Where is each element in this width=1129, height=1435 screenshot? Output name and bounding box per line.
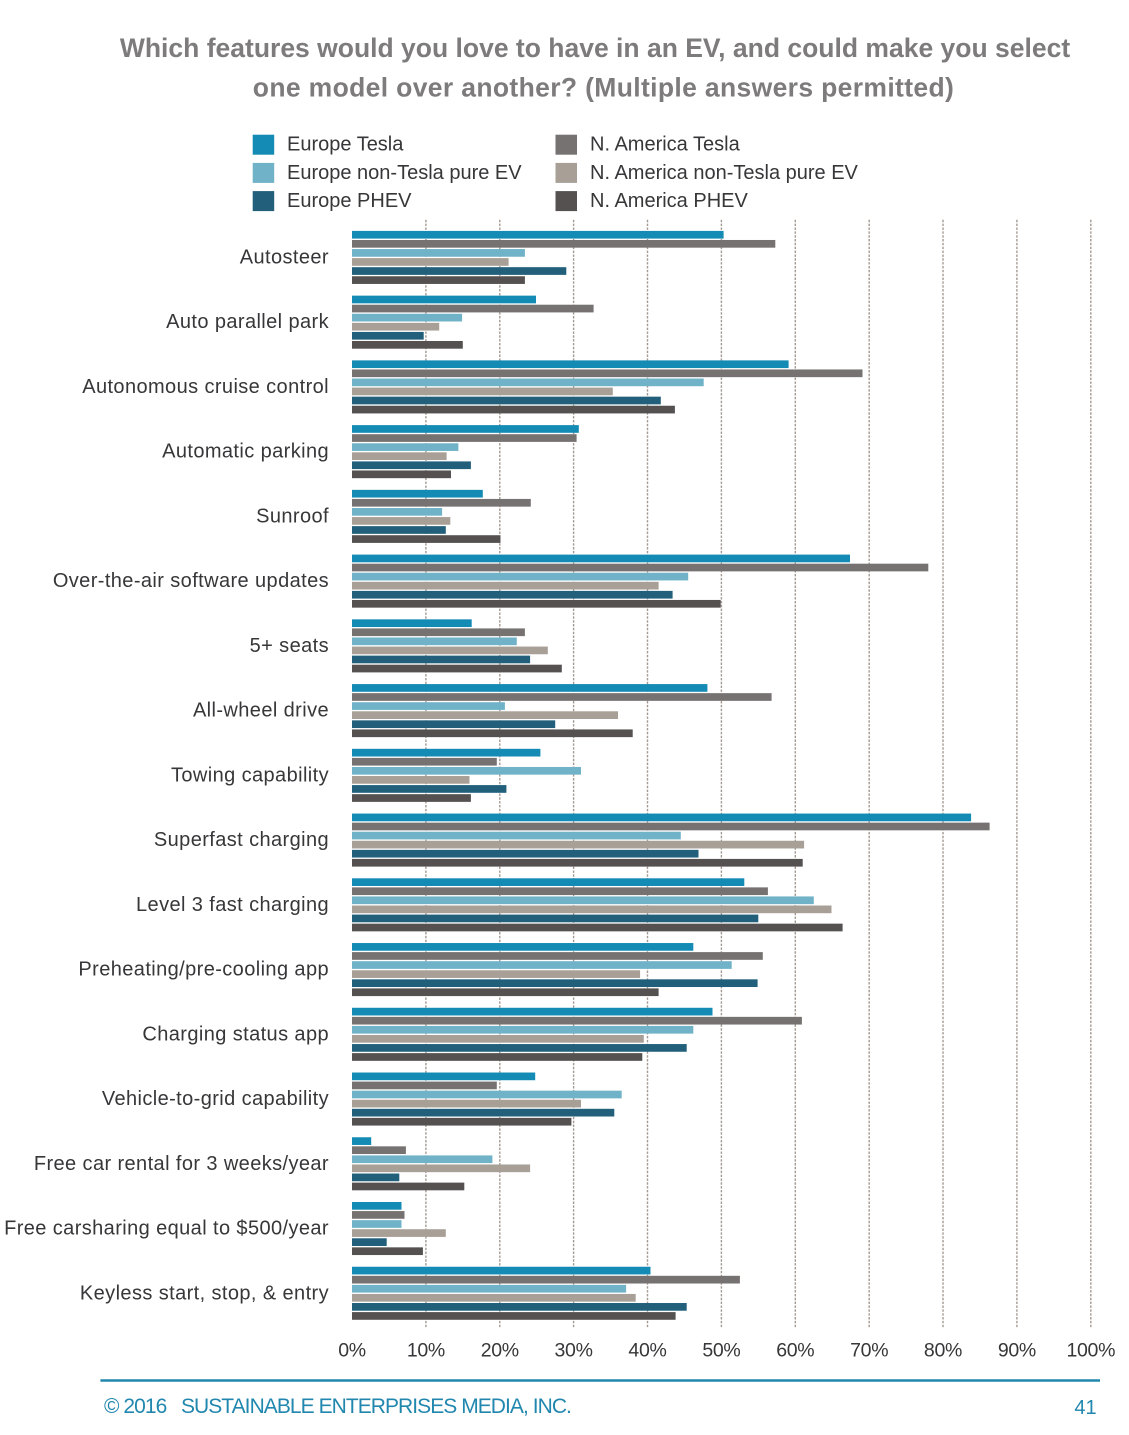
svg-text:All-wheel drive: All-wheel drive [193,700,329,722]
svg-text:Europe PHEV: Europe PHEV [287,190,412,212]
svg-text:© 2016 SUSTAINABLE ENTERPRIS: © 2016 SUSTAINABLE ENTERPRISES MEDIA, IN… [104,1395,571,1418]
svg-text:Europe non-Tesla pure EV: Europe non-Tesla pure EV [287,162,522,184]
svg-text:N. America non-Tesla pure EV: N. America non-Tesla pure EV [590,162,859,184]
svg-text:Over-the-air software updates: Over-the-air software updates [53,570,329,592]
svg-text:Auto parallel park: Auto parallel park [166,311,329,333]
svg-text:Sunroof: Sunroof [256,505,329,527]
svg-text:80%: 80% [924,1340,962,1362]
svg-text:Charging status app: Charging status app [142,1023,329,1045]
svg-text:Europe Tesla: Europe Tesla [287,134,404,156]
svg-text:5+ seats: 5+ seats [250,635,329,657]
svg-text:one model over another? (Multi: one model over another? (Multiple answer… [253,73,954,103]
svg-text:41: 41 [1074,1397,1096,1419]
svg-text:Autosteer: Autosteer [240,246,329,268]
svg-text:60%: 60% [776,1340,814,1362]
svg-text:Free carsharing equal to $500/: Free carsharing equal to $500/year [4,1218,329,1240]
svg-text:Preheating/pre-cooling app: Preheating/pre-cooling app [78,959,329,981]
svg-text:90%: 90% [998,1340,1036,1362]
svg-text:Autonomous cruise control: Autonomous cruise control [82,376,329,398]
svg-text:Free car rental for 3 weeks/ye: Free car rental for 3 weeks/year [34,1153,329,1175]
svg-text:20%: 20% [481,1340,519,1362]
svg-text:0%: 0% [338,1340,366,1362]
svg-text:100%: 100% [1066,1340,1115,1362]
svg-text:Which features would you love: Which features would you love to have in… [120,33,1070,63]
svg-text:30%: 30% [555,1340,593,1362]
svg-text:70%: 70% [850,1340,888,1362]
svg-text:Vehicle-to-grid capability: Vehicle-to-grid capability [102,1088,329,1110]
svg-text:Level 3 fast charging: Level 3 fast charging [136,894,329,916]
svg-text:N. America PHEV: N. America PHEV [590,190,748,212]
svg-text:Towing capability: Towing capability [171,764,329,786]
svg-text:Superfast charging: Superfast charging [154,829,329,851]
svg-text:Keyless start, stop, & entry: Keyless start, stop, & entry [80,1282,329,1304]
svg-text:10%: 10% [407,1340,445,1362]
svg-text:40%: 40% [628,1340,666,1362]
svg-text:Automatic parking: Automatic parking [162,441,329,463]
svg-text:N. America Tesla: N. America Tesla [590,134,741,156]
svg-text:50%: 50% [702,1340,740,1362]
